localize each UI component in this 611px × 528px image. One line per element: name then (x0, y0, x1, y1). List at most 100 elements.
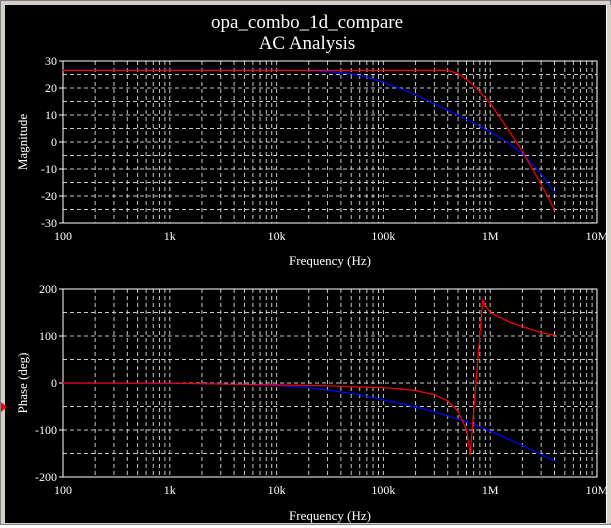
right-scrollbar[interactable] (606, 5, 611, 523)
mag-series-0-point (350, 73, 352, 75)
mag-ytick-label: -30 (41, 216, 57, 230)
phase-series-0-point (489, 430, 491, 432)
phase-series-1-point (484, 304, 486, 307)
phase-series-1-point (465, 429, 468, 431)
mag-series-1-point (350, 69, 352, 72)
mag-series-1-point (447, 69, 449, 72)
mag-xtick-label: 1M (482, 229, 499, 243)
mag-series-0-point (489, 131, 491, 133)
mag-series-0-point (508, 142, 510, 144)
mag-series-1-point (508, 130, 510, 132)
phase-ytick-label: 0 (51, 376, 57, 390)
chart-subtitle: AC Analysis (259, 33, 356, 54)
mag-ytick-label: 30 (45, 54, 57, 68)
phase-series-1-point (508, 321, 510, 323)
phase-series-0-point (326, 389, 329, 391)
mag-ytick-label: 10 (45, 108, 57, 122)
mag-xtick-label: 100k (371, 229, 395, 243)
mag-series-1-point (521, 150, 523, 153)
mag-series-0-point (401, 88, 403, 90)
mag-series-1-point (540, 183, 542, 185)
mag-series-0-point (326, 70, 329, 73)
phase-series-0-point (553, 460, 556, 462)
mag-series-0-point (457, 114, 459, 116)
phase-series-1-point (482, 299, 484, 301)
cursor-marker-icon (1, 402, 7, 412)
phase-series-1-point (433, 394, 435, 396)
phase-ytick-label: -200 (35, 470, 57, 484)
phase-series-1-point (414, 389, 417, 392)
phase-series-0-point (414, 406, 417, 408)
mag-series-0-point (540, 173, 542, 175)
magnitude-plot: -30 -20 -10 0 10 20 30 100 1k 10k 100k 1M 10M Frequen… (15, 54, 609, 268)
mag-series-0-point (553, 192, 556, 194)
mag-series-1-point (473, 84, 475, 87)
phase-ytick-label: 100 (39, 329, 57, 343)
phase-series-0-point (540, 453, 542, 456)
phase-series-1-point (447, 400, 449, 402)
phase-series-line-1 (62, 298, 555, 455)
mag-xtick-label: 10k (268, 229, 286, 243)
phase-series-0-point (382, 399, 384, 401)
mag-series-1-point (479, 91, 481, 93)
mag-series-0-point (473, 122, 475, 124)
mag-series-1-point (553, 209, 556, 211)
mag-yaxis-label: Magnitude (15, 114, 30, 171)
phase-series-0-point (508, 438, 510, 440)
phase-series-1-point (326, 385, 329, 387)
mag-series-1-point (382, 69, 384, 72)
phase-series-1-point (540, 332, 542, 334)
mag-ytick-label: -10 (41, 162, 57, 176)
phase-series-1-point (457, 410, 459, 412)
phase-xtick-label: 100k (371, 483, 395, 497)
phase-plot: -200 -100 0 100 200 100 1k 10k 100k 1M 10M Frequenc… (15, 282, 609, 523)
phase-series-1-point (62, 382, 64, 384)
mag-series-1-point (457, 73, 459, 75)
phase-series-1-point (521, 326, 523, 328)
phase-xtick-label: 1M (482, 483, 499, 497)
phase-series-1-point (489, 311, 491, 314)
plot-svg: opa_combo_1d_compare AC Analysis -30-20-… (15, 12, 609, 523)
phase-xtick-label: 1k (164, 483, 176, 497)
phase-xaxis-label: Frequency (Hz) (289, 508, 371, 523)
mag-ytick-label: 0 (51, 135, 57, 149)
mag-series-1-point (414, 69, 417, 72)
phase-series-0-point (473, 423, 475, 425)
phase-series-0-point (350, 392, 352, 394)
mag-series-0-point (382, 81, 384, 83)
phase-series-1-point (276, 384, 278, 386)
mag-xtick-label: 1k (164, 229, 176, 243)
mag-series-1-point (489, 102, 491, 104)
phase-series-1-point (350, 386, 352, 388)
mag-series-1-point (276, 69, 278, 72)
phase-yaxis-label: Phase (deg) (15, 352, 30, 413)
phase-series-1-point (553, 334, 556, 336)
phase-series-0-point (521, 444, 523, 447)
phase-series-0-point (308, 387, 310, 389)
phase-ytick-label: -100 (35, 423, 57, 437)
mag-series-1-point (433, 69, 435, 71)
mag-series-1-point (62, 69, 64, 72)
plot-panel: opa_combo_1d_compare AC Analysis -30 -20-… (5, 5, 609, 523)
phase-xtick-label: 10k (268, 483, 286, 497)
phase-series-1-point (382, 387, 384, 389)
mag-series-1-point (465, 78, 468, 80)
phase-series-1-point (401, 388, 403, 390)
mag-ytick-label: 20 (45, 81, 57, 95)
phase-ytick-label: 200 (39, 282, 57, 296)
mag-series-0-point (433, 103, 435, 105)
mag-series-0-point (521, 153, 523, 155)
mag-xtick-label: 100 (54, 229, 72, 243)
mag-series-1-point (169, 69, 171, 72)
mag-xtick-label: 10M (586, 229, 606, 243)
mag-xaxis-label: Frequency (Hz) (289, 253, 371, 268)
phase-series-1-point (169, 382, 171, 384)
phase-series-0-point (433, 411, 435, 413)
mag-series-0-point (414, 94, 417, 96)
mag-ytick-label: -20 (41, 189, 57, 203)
mag-series-0-point (366, 76, 368, 78)
phase-xtick-label: 100 (54, 483, 72, 497)
phase-series-1-point (469, 453, 471, 456)
phase-series-0-point (457, 418, 459, 420)
